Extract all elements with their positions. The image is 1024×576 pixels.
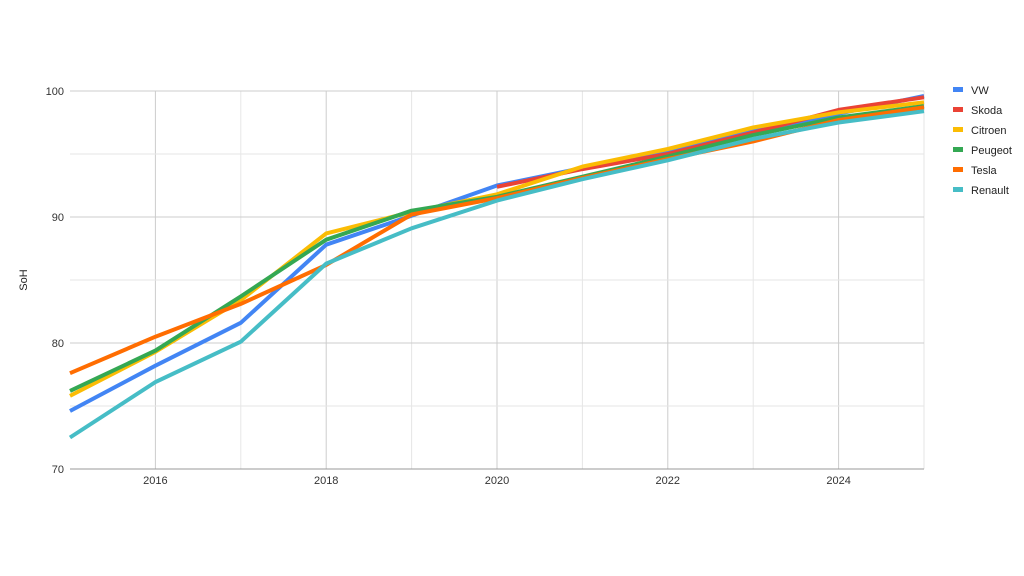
y-axis-title: SoH xyxy=(18,269,30,290)
y-tick-label: 80 xyxy=(52,338,64,350)
grid xyxy=(70,90,925,470)
x-tick-label: 2018 xyxy=(314,475,338,487)
x-tick-label: 2020 xyxy=(485,475,509,487)
legend-label-peugeot: Peugeot xyxy=(971,145,1012,157)
legend: VW Skoda Citroen Peugeot Tesla Renault xyxy=(953,85,1012,197)
y-tick-label: 70 xyxy=(52,464,64,476)
legend-label-skoda: Skoda xyxy=(971,105,1003,117)
legend-swatch-renault xyxy=(953,187,963,192)
legend-label-vw: VW xyxy=(971,85,989,97)
legend-swatch-tesla xyxy=(953,167,963,172)
legend-swatch-citroen xyxy=(953,127,963,132)
y-tick-label: 90 xyxy=(52,212,64,224)
x-tick-label: 2022 xyxy=(656,475,680,487)
series-line-renault xyxy=(68,109,925,440)
legend-swatch-skoda xyxy=(953,107,963,112)
series-lines xyxy=(68,94,925,440)
legend-label-citroen: Citroen xyxy=(971,125,1006,137)
legend-label-tesla: Tesla xyxy=(971,165,998,177)
x-tick-label: 2016 xyxy=(143,475,167,487)
legend-swatch-vw xyxy=(953,87,963,92)
legend-label-renault: Renault xyxy=(971,185,1009,197)
x-tick-label: 2024 xyxy=(826,475,850,487)
series-line-citroen xyxy=(69,100,925,398)
legend-swatch-peugeot xyxy=(953,147,963,152)
axes: SoH 70 80 90 100 2016 2018 2020 2022 2024 xyxy=(18,86,851,487)
y-tick-label: 100 xyxy=(46,86,64,98)
